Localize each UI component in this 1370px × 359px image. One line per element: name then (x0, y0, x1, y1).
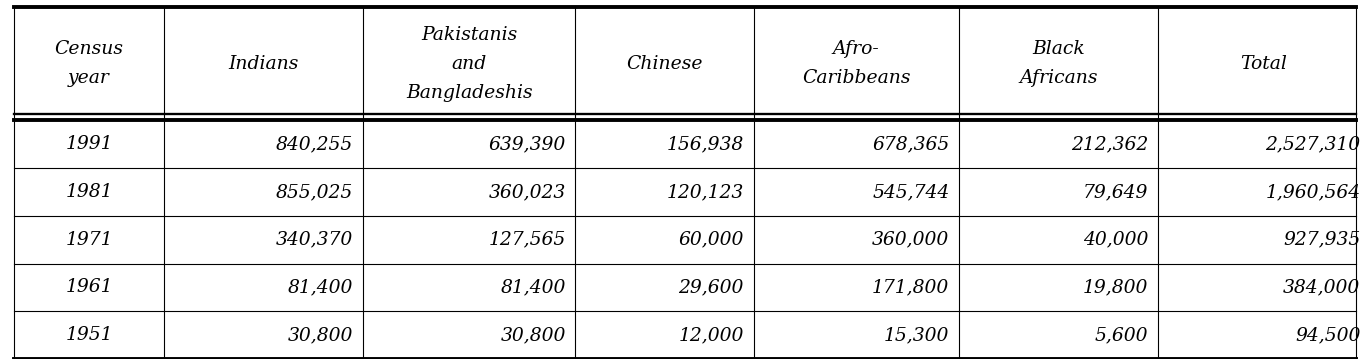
Text: 12,000: 12,000 (678, 326, 744, 344)
Text: 360,000: 360,000 (873, 230, 949, 249)
Text: 855,025: 855,025 (277, 183, 353, 201)
Text: 29,600: 29,600 (678, 278, 744, 297)
Text: 384,000: 384,000 (1284, 278, 1360, 297)
Text: 40,000: 40,000 (1082, 230, 1148, 249)
Text: 171,800: 171,800 (873, 278, 949, 297)
Text: 1991: 1991 (66, 135, 112, 153)
Text: Chinese: Chinese (626, 55, 703, 73)
Text: 1971: 1971 (66, 230, 112, 249)
Text: 360,023: 360,023 (489, 183, 566, 201)
Text: 212,362: 212,362 (1071, 135, 1148, 153)
Text: 120,123: 120,123 (667, 183, 744, 201)
Text: Pakistanis
and
Bangladeshis: Pakistanis and Bangladeshis (406, 25, 533, 102)
Text: 15,300: 15,300 (884, 326, 949, 344)
Text: Black
Africans: Black Africans (1019, 40, 1097, 87)
Text: 639,390: 639,390 (489, 135, 566, 153)
Text: Census
year: Census year (55, 40, 123, 87)
Text: 127,565: 127,565 (489, 230, 566, 249)
Text: Indians: Indians (229, 55, 299, 73)
Text: 340,370: 340,370 (277, 230, 353, 249)
Text: 94,500: 94,500 (1295, 326, 1360, 344)
Text: 1951: 1951 (66, 326, 112, 344)
Text: 79,649: 79,649 (1082, 183, 1148, 201)
Text: 30,800: 30,800 (288, 326, 353, 344)
Text: 678,365: 678,365 (873, 135, 949, 153)
Text: Afro-
Caribbeans: Afro- Caribbeans (801, 40, 911, 87)
Text: 545,744: 545,744 (873, 183, 949, 201)
Text: 30,800: 30,800 (500, 326, 566, 344)
Text: 1961: 1961 (66, 278, 112, 297)
Text: 840,255: 840,255 (277, 135, 353, 153)
Text: 81,400: 81,400 (500, 278, 566, 297)
Text: 5,600: 5,600 (1095, 326, 1148, 344)
Text: Total: Total (1240, 55, 1288, 73)
Text: 19,800: 19,800 (1082, 278, 1148, 297)
Text: 60,000: 60,000 (678, 230, 744, 249)
Text: 1981: 1981 (66, 183, 112, 201)
Text: 927,935: 927,935 (1284, 230, 1360, 249)
Text: 156,938: 156,938 (667, 135, 744, 153)
Text: 81,400: 81,400 (288, 278, 353, 297)
Text: 1,960,564: 1,960,564 (1266, 183, 1360, 201)
Text: 2,527,310: 2,527,310 (1266, 135, 1360, 153)
